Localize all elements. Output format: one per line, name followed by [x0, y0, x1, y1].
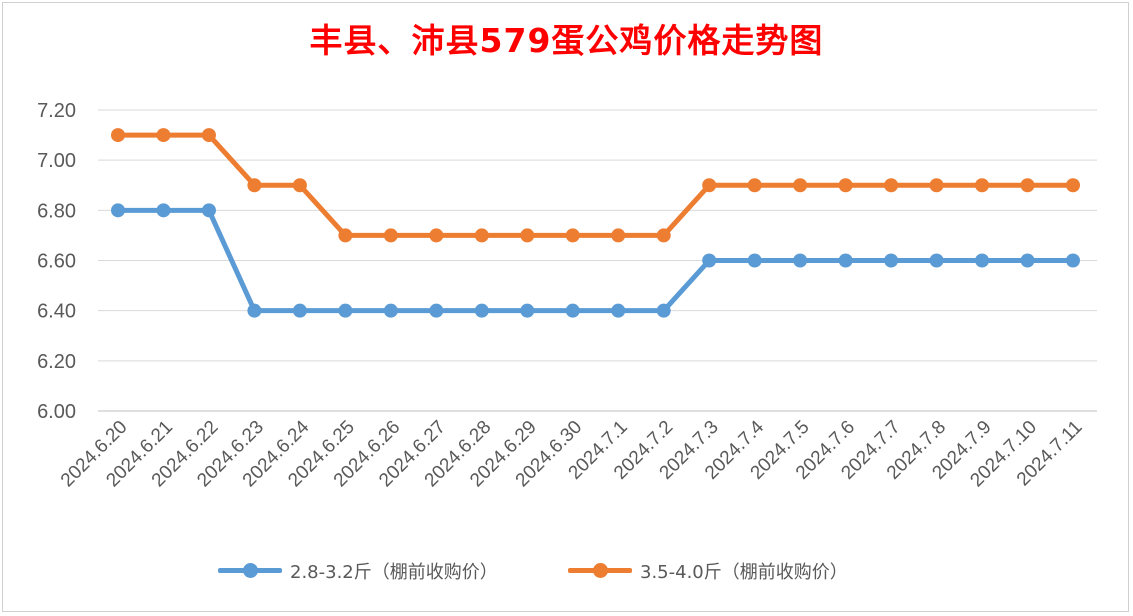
series-1-point	[429, 303, 444, 318]
series-2-point	[1020, 178, 1035, 193]
series-2-point	[338, 228, 353, 243]
series-1-point	[201, 203, 216, 218]
line-chart: 6.00 6.20 6.40 6.60 6.80 7.00 7.20 2024.6.2020…	[37, 100, 1097, 491]
series-2-point	[292, 178, 307, 193]
series-2-point	[656, 228, 671, 243]
legend: 2.8-3.2斤（棚前收购价） 3.5-4.0斤（棚前收购价）	[0, 556, 1133, 586]
legend-swatch-series-1	[218, 556, 282, 586]
y-tick-label: 6.20	[37, 351, 76, 373]
legend-label-series-1: 2.8-3.2斤（棚前收购价）	[290, 562, 498, 583]
series-2-point	[520, 228, 535, 243]
series-2-point	[747, 178, 762, 193]
series-1-point	[884, 253, 899, 268]
series-1-point	[702, 253, 717, 268]
series-1-point	[474, 303, 489, 318]
series-2-point	[1066, 178, 1080, 193]
legend-swatch-series-2	[568, 556, 632, 586]
series-1-point	[1020, 253, 1035, 268]
series-1-point	[747, 253, 762, 268]
series-1-point	[838, 253, 853, 268]
y-tick-label: 6.80	[37, 200, 76, 222]
legend-item-series-2: 3.5-4.0斤（棚前收购价）	[568, 556, 848, 586]
y-tick-label: 6.00	[37, 401, 76, 423]
y-axis-ticks: 6.00 6.20 6.40 6.60 6.80 7.00 7.20	[37, 100, 76, 423]
series-2-point	[611, 228, 626, 243]
series-line-2	[115, 132, 1076, 238]
series-1-point	[565, 303, 580, 318]
series-2-point	[156, 128, 171, 143]
legend-label-series-2: 3.5-4.0斤（棚前收购价）	[640, 562, 848, 583]
series-2-point	[565, 228, 580, 243]
series-1-point	[1066, 253, 1080, 268]
chart-title: 丰县、沛县579蛋公鸡价格走势图	[309, 21, 824, 60]
series-2-point	[429, 228, 444, 243]
series-lines	[111, 128, 1080, 318]
series-2-point	[702, 178, 717, 193]
series-2-point	[383, 228, 398, 243]
series-2-point	[247, 178, 262, 193]
series-2-point	[111, 128, 125, 143]
series-1-point	[929, 253, 944, 268]
series-line-1	[115, 207, 1076, 314]
series-2-point	[975, 178, 990, 193]
series-1-point	[611, 303, 626, 318]
series-2-point	[474, 228, 489, 243]
series-1-point	[292, 303, 307, 318]
series-1-point	[656, 303, 671, 318]
x-axis-ticks: 2024.6.202024.6.212024.6.222024.6.232024…	[57, 416, 1087, 491]
series-1-point	[975, 253, 990, 268]
series-2-point	[838, 178, 853, 193]
y-tick-label: 7.00	[37, 150, 76, 172]
y-tick-label: 6.40	[37, 301, 76, 323]
series-1-point	[383, 303, 398, 318]
series-2-point	[929, 178, 944, 193]
series-1-point	[520, 303, 535, 318]
series-1-point	[793, 253, 808, 268]
y-tick-label: 7.20	[37, 100, 76, 122]
series-1-point	[156, 203, 171, 218]
series-2-point	[201, 128, 216, 143]
series-1-point	[111, 203, 125, 218]
series-1-point	[338, 303, 353, 318]
series-2-point	[793, 178, 808, 193]
series-1-point	[247, 303, 262, 318]
y-tick-label: 6.60	[37, 251, 76, 273]
legend-item-series-1: 2.8-3.2斤（棚前收购价）	[218, 556, 498, 586]
series-2-point	[884, 178, 899, 193]
